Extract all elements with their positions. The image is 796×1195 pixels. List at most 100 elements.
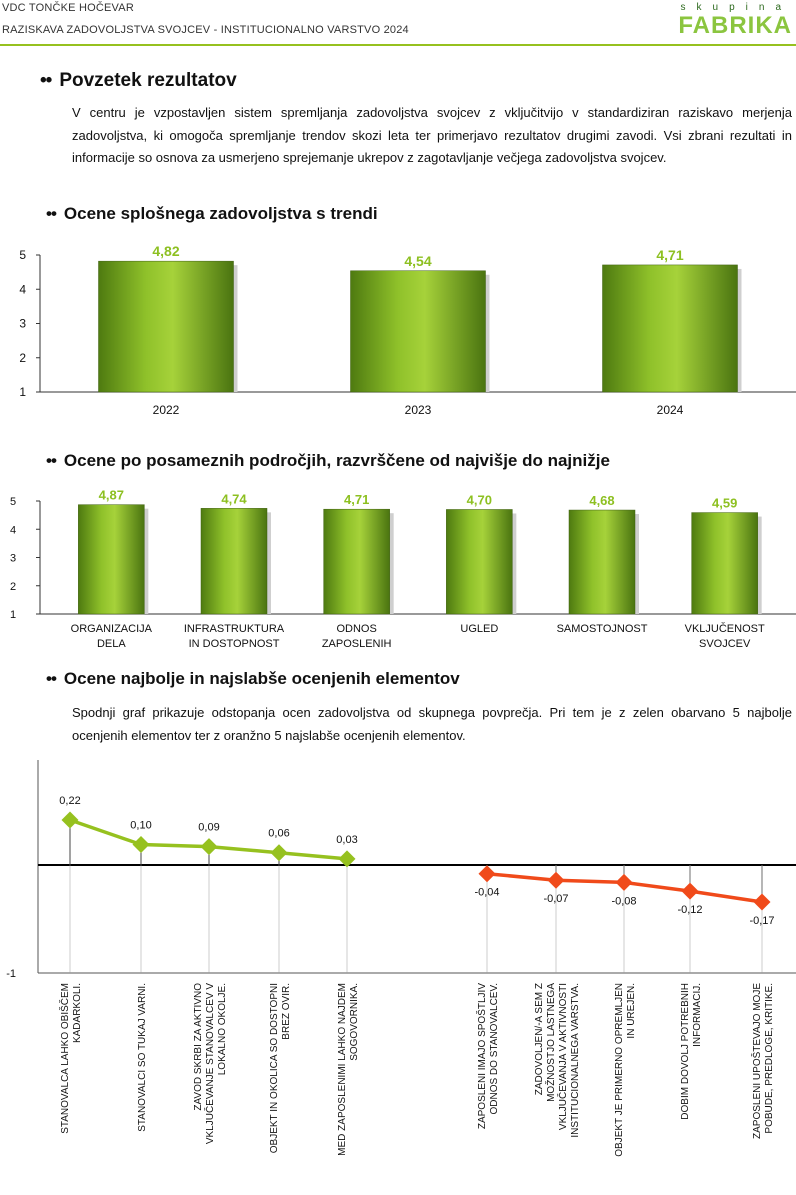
x-tick-label: DELA [97,638,126,650]
summary-paragraph: V centru je vzpostavljen sistem spremlja… [72,105,792,165]
x-tick-label: VKLJUČEVANJE STANOVALCEV V [203,983,216,1144]
data-label: 4,82 [152,243,179,259]
bar [200,508,268,615]
summary-title-text: Povzetek rezultatov [59,70,237,91]
logo: FABRIKA [678,12,792,39]
bullet-icon: •• [46,204,57,223]
y-tick-label: 2 [10,581,16,593]
y-tick-label: 3 [19,317,26,331]
bullet-icon: •• [40,70,52,91]
bar [568,509,636,615]
x-tick-label: 2022 [153,403,180,417]
data-label: 0,09 [198,822,219,834]
x-tick-label: 2023 [405,403,432,417]
x-tick-label: ZADOVOLJEN/-A SEM Z [534,983,545,1095]
y-tick-label: -1 [6,968,16,980]
x-tick-label: VKLJUČEVANJA V AKTIVNOSTI [556,983,569,1130]
data-label: -0,07 [543,893,568,905]
x-tick-label: BREZ OVIR. [281,983,292,1040]
bullet-icon: •• [46,451,57,470]
deviation-line-chart: -1 0,22 STANOVALCA LAHKO OBIŠČEM KADARKOLI.… [6,760,796,1157]
data-label: 0,22 [59,795,80,807]
logo-small-text: skupina [680,2,792,13]
data-point [615,873,633,891]
data-label: 0,06 [268,828,289,840]
bar [98,260,234,393]
y-tick-label: 4 [19,282,26,296]
data-point [200,838,218,856]
elements-title: •• Ocene najbolje in najslabše ocenjenih … [46,669,460,689]
x-tick-label: INSTITUCIONALNEGA VARSTVA. [570,983,581,1138]
x-tick-label: ODNOS DO STANOVALCEV. [489,983,500,1115]
data-label: -0,17 [749,915,774,927]
y-tick-label: 4 [10,524,16,536]
bullet-icon: •• [46,669,57,688]
data-label: 0,10 [130,820,151,832]
trend-title: •• Ocene splošnega zadovoljstva s trendi [46,204,378,224]
data-label: 4,71 [344,492,369,507]
x-tick-label: ORGANIZACIJA [71,623,153,635]
header-divider [0,44,796,46]
x-tick-label: ZAPOSLENI IMAJO SPOŠTLJIV [475,983,488,1129]
bar [446,509,513,615]
elements-paragraph: Spodnji graf prikazuje odstopanja ocen z… [72,705,792,743]
summary-title: •• Povzetek rezultatov [40,70,237,92]
data-label: 4,68 [589,493,614,508]
data-label: -0,08 [611,895,636,907]
x-tick-label: SOGOVORNIKA. [349,983,360,1061]
data-point [270,844,288,862]
data-point [61,811,79,829]
trend-title-text: Ocene splošnega zadovoljstva s trendi [63,204,378,223]
data-label: 4,70 [467,492,492,507]
bar [323,508,390,615]
data-label: -0,12 [677,904,702,916]
x-tick-label: MOŽNOSTJO LASTNEGA [544,983,557,1102]
x-tick-label: DOBIM DOVOLJ POTREBNIH [680,983,691,1120]
x-tick-label: STANOVALCI SO TUKAJ VARNI. [137,983,148,1132]
y-tick-label: 5 [10,496,16,508]
data-point [132,836,150,854]
x-tick-label: OBJEKT JE PRIMERNO OPREMLJEN [614,983,625,1157]
x-tick-label: LOKALNO OKOLJE. [217,983,228,1075]
x-tick-label: IN DOSTOPNOST [189,638,280,650]
x-tick-label: STANOVALCA LAHKO OBIŠČEM [58,983,71,1134]
data-point [681,882,699,900]
areas-bar-chart: 1 2 3 4 5 4,87 ORGANIZACIJA DELA 4,74 INFRASTRUKT… [10,488,796,650]
data-label: 0,03 [336,834,357,846]
x-tick-label: 2024 [657,403,684,417]
data-label: 4,54 [404,253,431,269]
elements-title-text: Ocene najbolje in najslabše ocenjenih el… [63,669,460,688]
areas-title-text: Ocene po posameznih področjih, razvrščen… [63,451,610,470]
data-label: -0,04 [474,887,499,899]
x-tick-label: ODNOS [336,623,376,635]
data-point [753,893,771,911]
x-tick-label: UGLED [460,623,498,635]
bar [78,504,145,615]
y-tick-label: 1 [19,385,26,399]
x-tick-label: POBUDE, PREDLOGE, KRITIKE. [764,983,775,1134]
trend-bar-chart: 1 2 3 4 5 4,82 2022 4,54 2023 4,71 2024 [19,243,796,417]
x-tick-label: IN UREJEN. [626,983,637,1039]
header-subtitle: RAZISKAVA ZADOVOLJSTVA SVOJCEV - INSTITU… [2,24,409,36]
y-tick-label: 2 [19,351,26,365]
y-tick-label: 1 [10,609,16,621]
y-tick-label: 5 [19,248,26,262]
areas-title: •• Ocene po posameznih področjih, razvršč… [46,451,610,471]
x-tick-label: ZAPOSLENIH [322,638,392,650]
data-point [547,871,565,889]
data-label: 4,74 [221,491,247,506]
bar [350,270,486,393]
x-tick-label: MED ZAPOSLENIMI LAHKO NAJDEM [337,983,348,1156]
data-label: 4,87 [99,488,124,503]
data-label: 4,71 [656,247,683,263]
bar [602,264,738,393]
data-point [478,865,496,883]
x-tick-label: VKLJUČENOST [685,622,765,635]
header-org: VDC TONČKE HOČEVAR [2,2,134,14]
x-tick-label: OBJEKT IN OKOLICA SO DOSTOPNI [269,983,280,1153]
x-tick-label: SVOJCEV [699,638,751,650]
x-tick-label: KADARKOLI. [72,983,83,1043]
x-tick-label: SAMOSTOJNOST [557,623,648,635]
x-tick-label: INFORMACIJ. [692,983,703,1047]
x-tick-label: ZAVOD SKRBI ZA AKTIVNO [193,983,204,1111]
